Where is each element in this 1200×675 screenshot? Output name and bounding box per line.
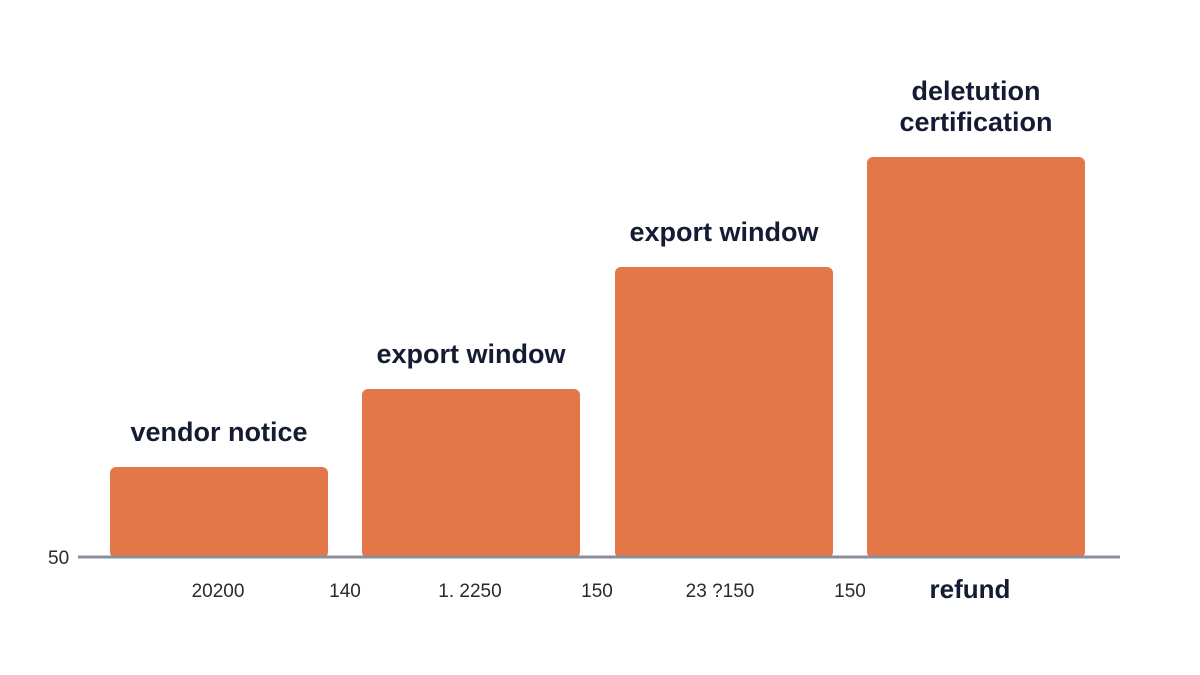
bar-label-4: deletution certification [899,76,1052,137]
bar-3 [615,267,833,558]
x-tick-label-4: 150 [581,581,613,602]
bar-2 [362,389,580,558]
x-tick-label-2: 140 [329,581,361,602]
bar-1 [110,467,328,558]
bar-4 [867,157,1085,558]
bar-labels-group: vendor notice export window export window d… [130,76,1052,447]
x-tick-label-3: 1. 2250 [438,581,501,602]
bar-label-2: export window [377,339,567,369]
bar-label-1: vendor notice [130,417,307,447]
bar-label-3: export window [630,217,820,247]
x-tick-label-1: 20200 [192,581,245,602]
y-axis-tick-label: 50 [48,548,69,569]
x-tick-label-5: 23 ?150 [686,581,755,602]
x-tick-label-6: 150 [834,581,866,602]
bars-group [110,157,1085,558]
x-tick-labels-group: 20200 140 1. 2250 150 23 ?150 150 refund [192,574,1011,604]
x-tick-label-7: refund [930,574,1011,604]
